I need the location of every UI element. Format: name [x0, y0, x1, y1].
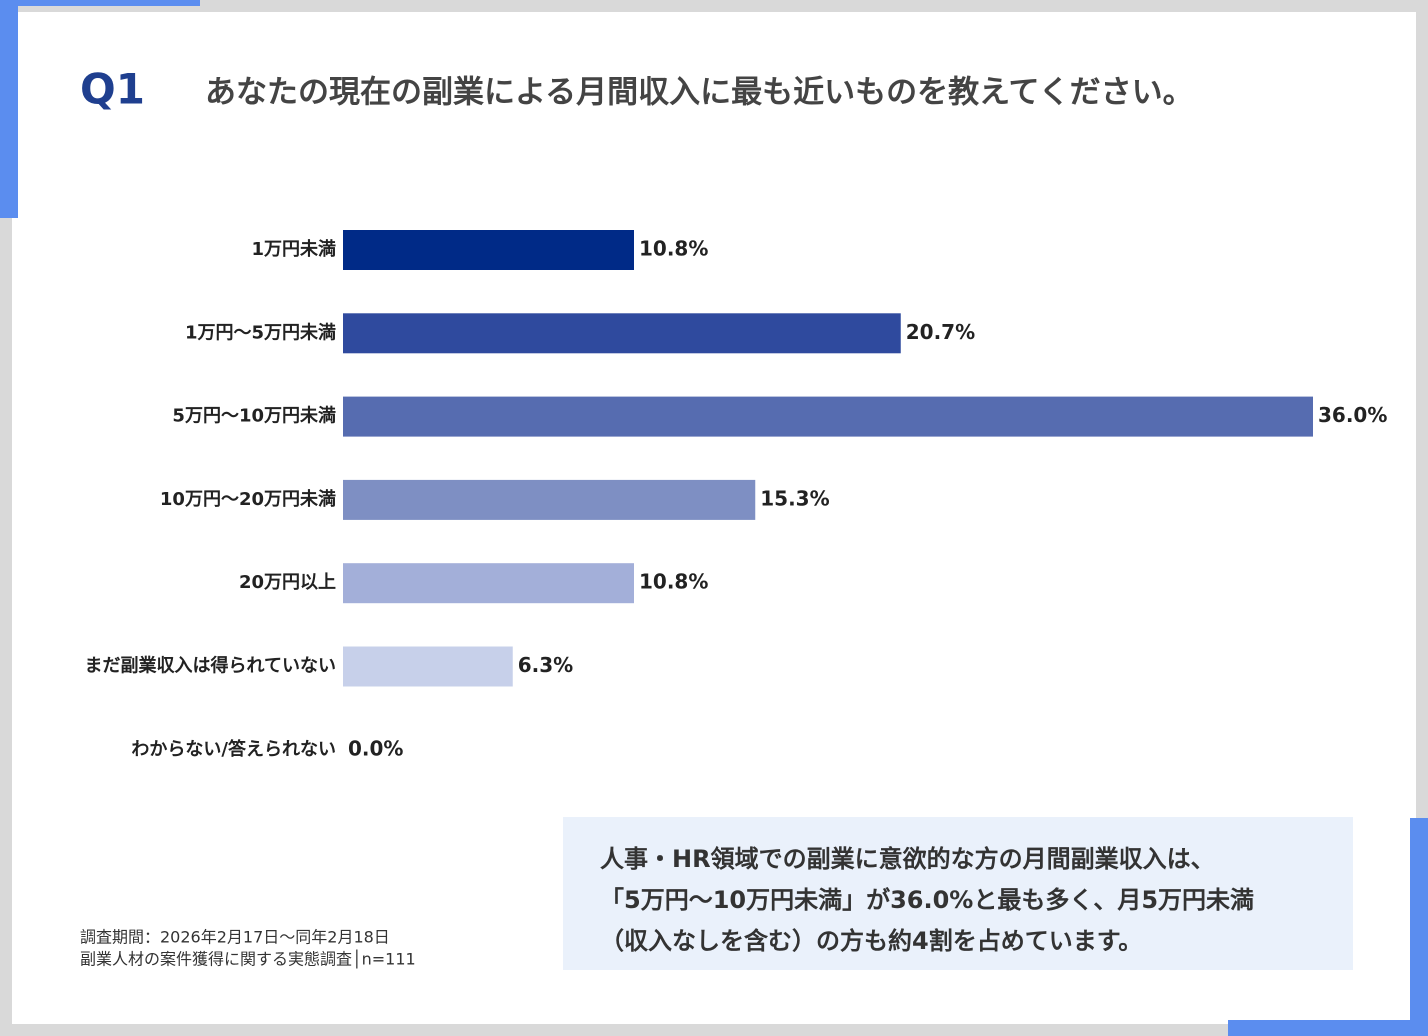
bar [343, 563, 634, 604]
summary: 人事・HR領域での副業に意欲的な方の月間副業収入は、「5万円〜10万円未満」が3… [600, 845, 1254, 955]
category-label: まだ副業収入は得られていない [85, 655, 336, 677]
value-label: 6.3% [518, 653, 573, 677]
accent [0, 0, 200, 6]
footnote: 調査期間：2026年2月17日〜同年2月18日 [80, 928, 390, 947]
category-label: 10万円〜20万円未満 [160, 488, 336, 510]
value-label: 0.0% [348, 736, 403, 760]
chart-title: あなたの現在の副業による月間収入に最も近いものを教えてください。 [205, 75, 1194, 111]
accent [1228, 1020, 1428, 1036]
value-label: 15.3% [760, 486, 829, 510]
category-label: 1万円未満 [251, 238, 336, 260]
category-label: わからない/答えられない [131, 738, 336, 760]
bar [343, 479, 756, 520]
category-label: 5万円〜10万円未満 [172, 405, 336, 427]
bar [343, 230, 634, 270]
value-label: 20.7% [906, 320, 975, 344]
value-label: 10.8% [639, 237, 708, 261]
summary-line: 「5万円〜10万円未満」が36.0%と最も多く、月5万円未満 [600, 886, 1254, 914]
value-label: 10.8% [639, 570, 708, 594]
bar [343, 313, 901, 354]
footnote: 副業人材の案件獲得に関する実態調査│n=111 [80, 949, 416, 969]
category-label: 20万円以上 [239, 572, 336, 593]
accent [1410, 818, 1428, 1036]
summary-line: 人事・HR領域での副業に意欲的な方の月間副業収入は、 [600, 845, 1215, 873]
bar [343, 396, 1313, 437]
summary-line: （収入なしを含む）の方も約4割を占めています。 [600, 927, 1142, 955]
bar [343, 646, 513, 687]
accent [0, 0, 18, 218]
question-label: Q1 [80, 65, 145, 114]
category-label: 1万円〜5万円未満 [185, 321, 336, 343]
value-label: 36.0% [1318, 403, 1387, 427]
summary-box [563, 817, 1353, 970]
footnotes: 調査期間：2026年2月17日〜同年2月18日副業人材の案件獲得に関する実態調査… [80, 928, 416, 969]
